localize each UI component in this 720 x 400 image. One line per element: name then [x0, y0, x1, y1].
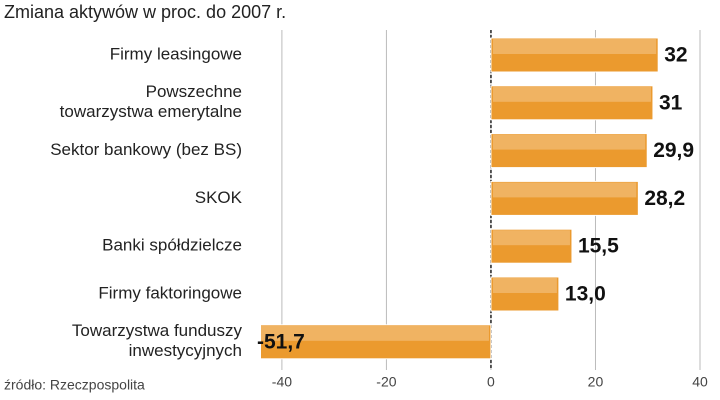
bar-highlight: [492, 230, 570, 246]
category-label: Firmy faktoringowe: [98, 283, 242, 302]
x-tick-label: 20: [588, 374, 604, 390]
bar: [490, 37, 659, 73]
category-label: Sektor bankowy (bez BS): [50, 140, 242, 159]
bar: [490, 133, 648, 169]
value-label: 32: [664, 44, 687, 67]
value-label: 29,9: [653, 139, 694, 162]
value-label: 28,2: [644, 187, 685, 210]
value-label: -51,7: [257, 330, 305, 353]
chart-title: Zmiana aktywów w proc. do 2007 r.: [4, 2, 286, 22]
bar: [490, 180, 639, 216]
x-tick-label: 40: [692, 374, 708, 390]
bar: [261, 324, 492, 360]
bar-highlight: [492, 39, 657, 54]
category-label: Powszechne towarzystwa emerytalne: [60, 82, 242, 121]
bar-highlight: [492, 86, 651, 102]
bar-highlight: [492, 182, 637, 198]
bar-highlight: [261, 325, 489, 341]
source: źródło: Rzeczpospolita: [4, 377, 145, 393]
x-tick-label: 0: [487, 374, 495, 390]
category-label: Towarzystwa funduszy inwestycyjnych: [72, 321, 243, 360]
x-tick-label: -20: [376, 374, 396, 390]
value-label: 13,0: [565, 283, 606, 306]
category-label: Banki spółdzielcze: [102, 236, 242, 255]
bar-highlight: [492, 134, 646, 150]
bar: [490, 228, 573, 264]
bar: [490, 85, 654, 121]
x-tick-label: -40: [272, 374, 292, 390]
bar: [490, 276, 560, 312]
bar-highlight: [492, 278, 557, 293]
category-label: SKOK: [195, 188, 243, 207]
category-label: Firmy leasingowe: [110, 44, 242, 63]
value-label: 31: [659, 91, 683, 114]
value-label: 15,5: [578, 235, 619, 258]
